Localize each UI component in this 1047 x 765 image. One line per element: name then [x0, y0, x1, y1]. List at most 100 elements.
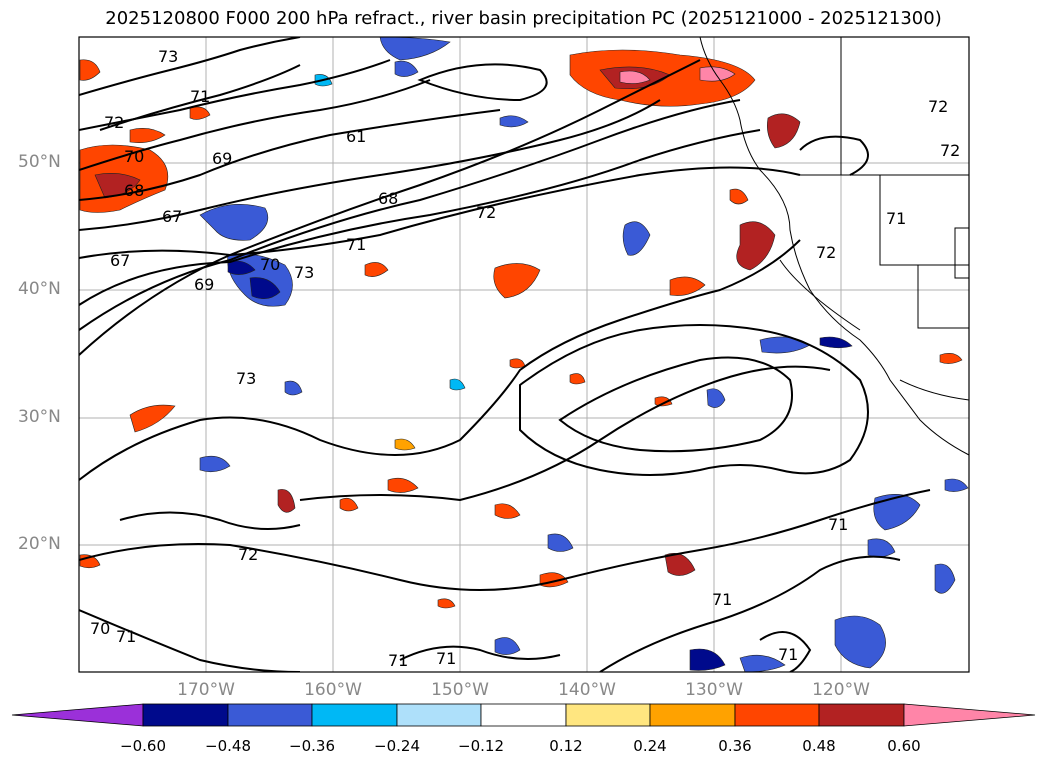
contour-labels: 73 71 72 70 68 67 69 61 68 72 71 69 70 7…	[90, 47, 960, 670]
contour-line	[299, 365, 831, 502]
colorbar-bin	[142, 703, 229, 727]
map-area	[79, 37, 969, 672]
colorbar-bin	[227, 703, 313, 727]
contour-label: 68	[378, 189, 398, 208]
refractivity-contours	[79, 37, 931, 672]
precip-blob	[873, 493, 921, 531]
contour-label: 72	[928, 97, 948, 116]
precip-blob	[939, 353, 963, 364]
contour-line	[79, 609, 301, 672]
precip-blob	[284, 380, 303, 396]
colorbar-tick: −0.36	[289, 737, 335, 755]
precip-blob	[944, 478, 969, 492]
contour-line	[119, 511, 301, 530]
colorbar-bin	[734, 703, 820, 727]
contour-line	[599, 555, 901, 672]
contour-label: 67	[110, 251, 130, 270]
contour-line	[417, 63, 548, 102]
contour-label: 71	[778, 645, 798, 664]
precip-blob	[227, 260, 256, 275]
precip-blob	[934, 563, 956, 594]
contour-label: 69	[194, 275, 214, 294]
precip-blob	[249, 277, 281, 300]
negative-anomaly-regions	[199, 37, 969, 672]
contour-label: 72	[816, 243, 836, 262]
precip-blob	[437, 598, 456, 609]
colorbar-tick: −0.24	[374, 737, 420, 755]
colorbar-bin	[818, 703, 905, 727]
precip-blob	[387, 477, 419, 493]
precip-blob	[669, 276, 706, 296]
map-title: 2025120800 F000 200 hPa refract., river …	[105, 8, 942, 29]
contour-line	[79, 79, 431, 171]
contour-label: 69	[212, 149, 232, 168]
precip-blob	[547, 533, 574, 552]
colorbar-tick: −0.48	[205, 737, 251, 755]
precip-blob	[706, 388, 726, 408]
lon-label: 150°W	[431, 680, 489, 700]
precip-blob	[79, 59, 101, 81]
contour-label: 70	[260, 255, 280, 274]
colorbar-bin	[396, 703, 482, 727]
contour-label: 72	[940, 141, 960, 160]
contour-label: 71	[886, 209, 906, 228]
map-frame	[78, 36, 970, 673]
precip-blob	[394, 438, 416, 451]
lon-label: 160°W	[304, 680, 362, 700]
contour-line	[799, 135, 869, 176]
contour-label: 71	[712, 590, 732, 609]
precip-blob	[189, 106, 211, 120]
contour-label: 61	[346, 127, 366, 146]
contour-line	[399, 645, 561, 661]
contour-label: 73	[236, 369, 256, 388]
contour-line	[79, 489, 931, 591]
contour-label: 71	[828, 515, 848, 534]
contour-label: 71	[436, 649, 456, 668]
lat-label: 20°N	[18, 534, 61, 554]
colorbar-tick: 0.48	[802, 737, 836, 755]
precip-blob	[622, 221, 651, 256]
contour-label: 71	[388, 651, 408, 670]
precip-blob	[493, 263, 541, 299]
precip-blob	[199, 204, 269, 241]
precip-blob	[729, 188, 749, 205]
precip-blob	[689, 648, 726, 671]
colorbar-tick: −0.12	[458, 737, 504, 755]
colorbar-extend-low	[11, 703, 144, 727]
contour-label: 68	[124, 181, 144, 200]
contour-line	[79, 166, 801, 259]
precip-blob	[364, 262, 389, 277]
positive-anomaly-regions	[79, 49, 963, 609]
precip-blob	[767, 113, 801, 149]
colorbar-tick: 0.36	[718, 737, 752, 755]
contour-label: 70	[90, 619, 110, 638]
contour-label: 72	[476, 203, 496, 222]
contour-label: 71	[346, 235, 366, 254]
precip-blob	[569, 373, 586, 385]
contour-line	[79, 129, 761, 306]
precip-blob	[619, 70, 651, 84]
contour-label: 71	[116, 627, 136, 646]
precip-blob	[499, 115, 529, 128]
colorbar-bin	[311, 703, 398, 727]
contour-line	[79, 37, 301, 96]
colorbar-tick: 0.24	[633, 737, 667, 755]
precip-blob	[129, 128, 166, 143]
contour-label: 72	[104, 113, 124, 132]
colorbar-tick: 0.60	[887, 737, 921, 755]
precip-blob	[654, 396, 673, 407]
lon-label: 140°W	[558, 680, 616, 700]
colorbar-bin	[565, 703, 651, 727]
precip-blob	[819, 336, 853, 349]
contour-line	[99, 64, 301, 131]
contour-line	[79, 99, 741, 331]
precip-blob	[834, 615, 886, 669]
colorbar-extend-high	[903, 703, 1036, 727]
contour-label: 71	[190, 87, 210, 106]
precip-blob	[494, 637, 521, 655]
contour-line	[79, 59, 701, 356]
precip-blob	[339, 497, 359, 512]
contour-line	[519, 324, 869, 476]
contour-line	[759, 631, 812, 672]
